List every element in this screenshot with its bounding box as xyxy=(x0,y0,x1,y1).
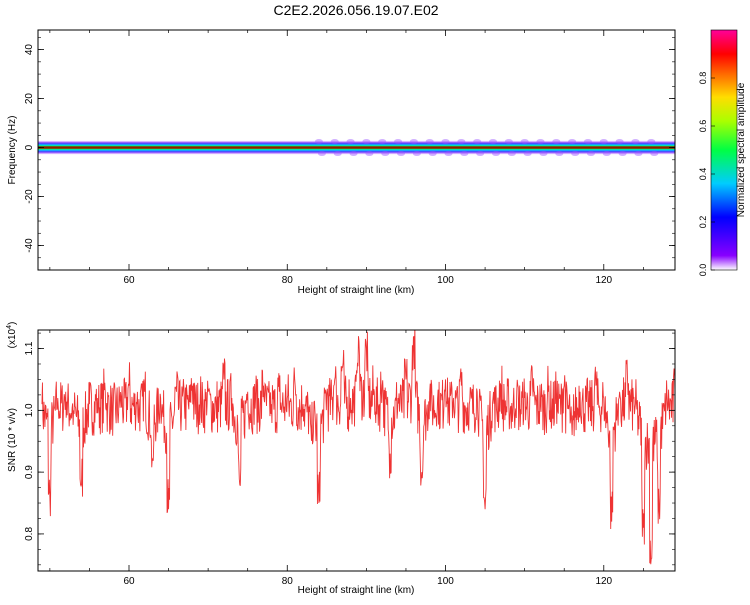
band-speckle xyxy=(523,151,532,157)
snr-y-axis-label: SNR (10 * v/v) xyxy=(7,408,18,472)
snr-x-ticks: 60 80 100 120 xyxy=(49,330,644,587)
band-speckle xyxy=(362,139,371,145)
band-speckle xyxy=(412,151,421,157)
band-speckle xyxy=(428,151,437,157)
snr-background xyxy=(38,330,675,571)
band-speckle xyxy=(615,139,624,145)
band-speckle xyxy=(634,151,643,157)
snr-frame xyxy=(37,329,676,572)
snr-x-tick-label: 120 xyxy=(595,576,612,587)
colorbar-label: Normalized spectral amplitude xyxy=(736,82,747,217)
band-speckle xyxy=(314,139,323,145)
colorbar-frame xyxy=(710,29,738,271)
band-speckle xyxy=(568,139,577,145)
band-speckle xyxy=(330,139,339,145)
spectrogram-panel: 60 80 100 120 -40 -20 0 20 40 Height of straigh… xyxy=(7,29,676,296)
band-speckle xyxy=(552,139,561,145)
band-speckle xyxy=(394,139,403,145)
spectrogram-y-tick-label: 40 xyxy=(24,44,35,56)
band-speckle xyxy=(489,139,497,145)
band-speckle xyxy=(507,151,516,157)
band-speckle xyxy=(317,151,326,157)
band-speckle xyxy=(425,139,434,145)
band-speckle xyxy=(457,139,466,145)
snr-panel: 60 80 100 120 0.8 0.9 1.0 1.1 Height of straig… xyxy=(6,322,676,596)
snr-y-tick-label: 1.1 xyxy=(24,341,35,355)
band-speckle xyxy=(492,151,500,157)
band-speckle xyxy=(333,151,342,157)
band-speckle xyxy=(555,151,564,157)
figure-title: C2E2.2026.056.19.07.E02 xyxy=(273,2,438,18)
snr-y-tick-label: 0.9 xyxy=(24,465,35,479)
band-speckle xyxy=(586,151,595,157)
colorbar: 0.0 0.2 0.4 0.6 0.8 Normalized spectral ampl… xyxy=(698,29,747,277)
spectrogram-x-axis-label: Height of straight line (km) xyxy=(298,285,415,296)
band-speckle xyxy=(618,151,627,157)
spectrogram-y-tick-label: -20 xyxy=(24,189,35,204)
snr-x-tick-label: 100 xyxy=(437,576,454,587)
spectrogram-x-tick-label: 80 xyxy=(282,275,294,286)
colorbar-tick-label: 0.2 xyxy=(698,216,708,229)
band-center-line xyxy=(38,146,675,149)
band-speckle xyxy=(441,139,450,145)
band-speckle xyxy=(346,139,355,145)
band-speckle xyxy=(520,139,529,145)
colorbar-tick-label: 0.6 xyxy=(698,120,708,133)
snr-y-multiplier-base: (x10 xyxy=(7,328,18,348)
spectrogram-y-tick-label: 20 xyxy=(24,93,35,105)
snr-x-axis-label: Height of straight line (km) xyxy=(298,585,415,596)
spectrogram-frame xyxy=(37,29,676,271)
band-speckle xyxy=(397,151,406,157)
band-speckle xyxy=(650,151,659,157)
band-speckle xyxy=(444,151,453,157)
colorbar-tick-label: 0.0 xyxy=(698,264,708,277)
spectrogram-x-ticks: 60 80 100 120 xyxy=(49,30,644,286)
snr-x-tick-label: 60 xyxy=(123,576,135,587)
band-speckle xyxy=(602,151,611,157)
snr-y-tick-label: 0.8 xyxy=(24,527,35,541)
colorbar-tick-label: 0.8 xyxy=(698,72,708,85)
band-speckle xyxy=(539,151,548,157)
band-speckle xyxy=(460,151,469,157)
snr-y-ticks: 0.8 0.9 1.0 1.1 xyxy=(24,332,675,566)
spectrogram-y-tick-label: -40 xyxy=(24,238,35,253)
snr-y-multiplier-exponent: 4 xyxy=(6,325,13,329)
spectrogram-x-tick-label: 60 xyxy=(123,275,135,286)
band-speckle xyxy=(631,139,640,145)
colorbar-ticks: 0.0 0.2 0.4 0.6 0.8 xyxy=(698,72,715,277)
band-speckle xyxy=(378,139,387,145)
spectrogram-y-axis-label: Frequency (Hz) xyxy=(7,116,18,185)
band-speckle xyxy=(504,139,513,145)
snr-x-tick-label: 80 xyxy=(282,576,294,587)
band-speckle xyxy=(583,139,592,145)
frequency-band xyxy=(38,139,675,157)
band-speckle xyxy=(365,151,374,157)
spectrogram-x-tick-label: 100 xyxy=(437,275,454,286)
band-speckle xyxy=(536,139,545,145)
band-speckle xyxy=(476,151,485,157)
band-speckle xyxy=(571,151,580,157)
band-speckle xyxy=(473,139,482,145)
spectrogram-y-ticks: -40 -20 0 20 40 xyxy=(24,37,675,271)
band-speckle xyxy=(647,139,656,145)
snr-y-tick-label: 1.0 xyxy=(24,403,35,417)
band-speckle xyxy=(599,139,608,145)
snr-y-multiplier: (x104) xyxy=(6,322,18,349)
snr-series-line xyxy=(41,330,675,565)
band-speckle xyxy=(409,139,418,145)
colorbar-tick-label: 0.4 xyxy=(698,168,708,181)
snr-y-multiplier-close: ) xyxy=(7,322,18,325)
band-speckle xyxy=(381,151,390,157)
spectrogram-y-tick-label: 0 xyxy=(24,144,35,150)
band-speckle xyxy=(349,151,358,157)
spectrogram-x-tick-label: 120 xyxy=(595,275,612,286)
colorbar-gradient xyxy=(711,30,737,270)
